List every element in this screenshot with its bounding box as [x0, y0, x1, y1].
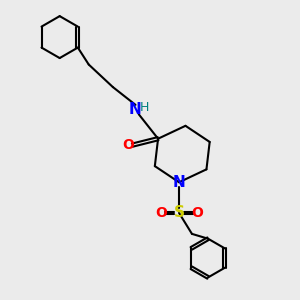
- Text: N: N: [173, 175, 185, 190]
- Text: O: O: [122, 138, 134, 152]
- Text: O: O: [155, 206, 167, 220]
- Text: N: N: [129, 102, 142, 117]
- Text: O: O: [191, 206, 203, 220]
- Text: H: H: [140, 100, 149, 114]
- Text: S: S: [173, 206, 184, 220]
